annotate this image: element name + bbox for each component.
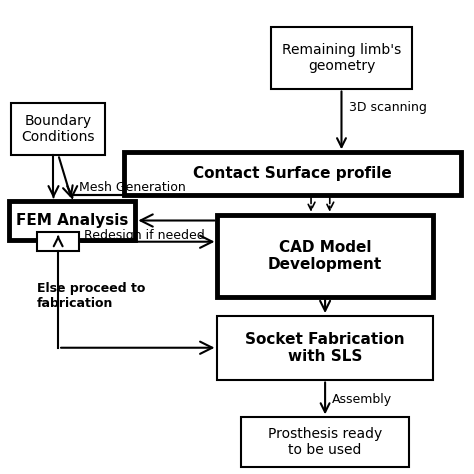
Bar <box>11 103 105 155</box>
Bar <box>9 201 136 240</box>
Text: Mesh Generation: Mesh Generation <box>79 181 186 194</box>
Text: Else proceed to
fabrication: Else proceed to fabrication <box>37 282 146 310</box>
Bar <box>218 316 433 380</box>
Bar <box>37 232 79 251</box>
Bar <box>124 152 461 195</box>
Bar <box>241 417 410 467</box>
Text: 3D scanning: 3D scanning <box>348 101 427 114</box>
Text: Assembly: Assembly <box>332 393 392 406</box>
Text: Prosthesis ready
to be used: Prosthesis ready to be used <box>268 427 382 457</box>
Bar <box>271 27 412 89</box>
Bar <box>218 215 433 297</box>
Text: Boundary
Conditions: Boundary Conditions <box>21 113 95 144</box>
Text: FEM Analysis: FEM Analysis <box>16 213 128 228</box>
Text: Remaining limb's
geometry: Remaining limb's geometry <box>282 43 401 73</box>
Text: Socket Fabrication
with SLS: Socket Fabrication with SLS <box>245 331 405 364</box>
Text: Contact Surface profile: Contact Surface profile <box>193 166 392 181</box>
Text: CAD Model
Development: CAD Model Development <box>268 240 382 272</box>
Text: Redesign if needed: Redesign if needed <box>84 229 205 242</box>
